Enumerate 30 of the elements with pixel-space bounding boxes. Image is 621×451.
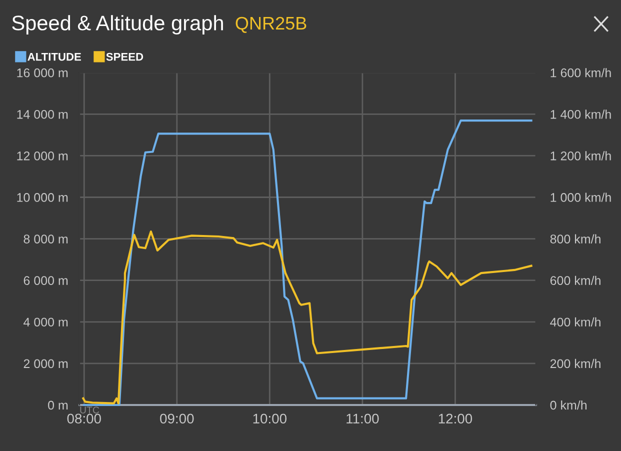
x-tick-label: 08:00 [67, 414, 101, 424]
y-tick-label: 2 000 m [24, 359, 68, 368]
y-tick-label: 12 000 m [17, 152, 68, 160]
y2-tick-label: 1 400 km/h [550, 110, 611, 119]
y2-tick-label: 800 km/h [550, 234, 600, 244]
y2-tick-label: 600 km/h [550, 276, 600, 286]
y-tick-label: 4 000 m [24, 318, 68, 327]
x-tick-label: 11:00 [346, 414, 379, 424]
chart-title: Speed & Altitude graph [12, 15, 223, 35]
y-tick-label: 10 000 m [17, 193, 68, 202]
y2-tick-label: 200 km/h [550, 358, 600, 368]
x-tick-label: 09:00 [160, 414, 194, 424]
x-tick-label: 12:00 [438, 414, 472, 424]
y2-tick-label: 0 km/h [550, 400, 587, 410]
y-tick-label: 6 000 m [24, 276, 68, 286]
y2-tick-label: 1 600 km/h [550, 68, 611, 78]
x-tick-label: 10:00 [253, 414, 287, 424]
legend-label: ALTITUDE [28, 52, 81, 61]
y-tick-label: 0 m [48, 400, 68, 410]
y2-tick-label: 1 200 km/h [550, 151, 611, 160]
line-series [82, 230, 532, 404]
y-tick-label: 14 000 m [17, 110, 68, 119]
y2-tick-label: 1 000 km/h [550, 192, 611, 202]
line-series [83, 120, 532, 406]
text: UTC [80, 406, 100, 414]
y-tick-label: 16 000 m [17, 68, 68, 78]
y-tick-label: 8 000 m [24, 234, 68, 244]
y2-tick-label: 400 km/h [550, 317, 600, 327]
legend-label: SPEED [106, 52, 144, 61]
chart-subtitle: QNR25B [236, 16, 306, 33]
